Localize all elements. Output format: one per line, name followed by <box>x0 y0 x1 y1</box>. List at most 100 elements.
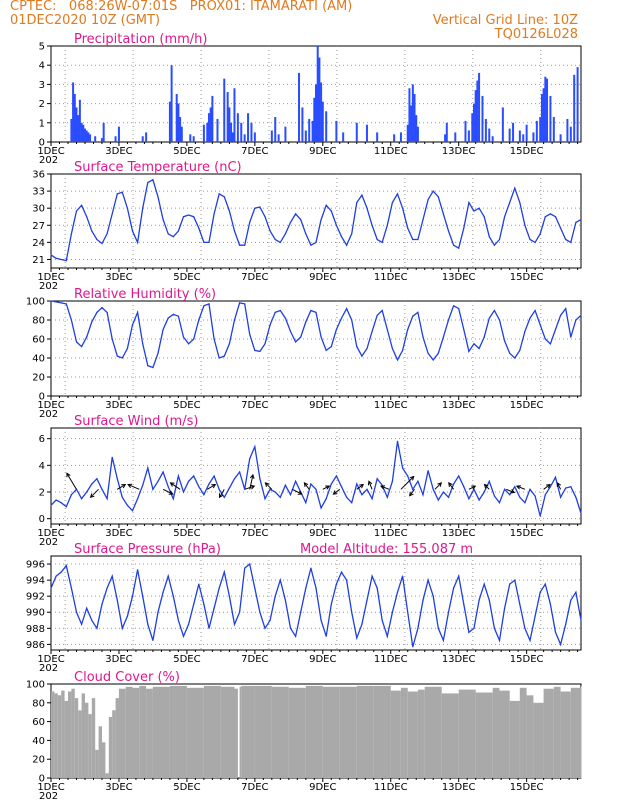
temp-point <box>167 233 169 235</box>
rh-ytick-label: 60 <box>32 335 45 346</box>
wind-arrow-head <box>409 491 414 497</box>
wind-point <box>203 494 205 496</box>
cloud-bar <box>322 686 340 778</box>
wind-point <box>519 496 521 498</box>
wind-point <box>422 494 424 496</box>
pressure-xtick-label: 9DEC <box>309 654 336 665</box>
precip-bar <box>410 105 413 142</box>
wind-point <box>188 480 190 482</box>
rh-point <box>147 365 149 367</box>
temp-point <box>300 219 302 221</box>
temp-point <box>172 236 174 238</box>
rh-point <box>376 314 378 316</box>
temp-point <box>182 216 185 218</box>
pressure-point <box>279 579 281 581</box>
cloud-year-label: 202 <box>39 791 58 800</box>
pressure-point <box>483 583 485 585</box>
pressure-point <box>539 591 541 593</box>
pressure-xtick-label: 5DEC <box>173 654 200 665</box>
wind-point <box>208 483 210 485</box>
rh-point <box>172 313 174 315</box>
rh-point <box>361 355 363 357</box>
pressure-point <box>254 587 256 589</box>
pressure-point <box>228 595 230 597</box>
rh-point <box>198 319 200 321</box>
rh-point <box>300 336 302 338</box>
temp-point <box>544 216 546 218</box>
pressure-point <box>315 587 317 589</box>
rh-point <box>381 309 383 312</box>
wind-point <box>254 446 256 448</box>
precip-bar <box>535 120 538 142</box>
temp-point <box>60 258 62 261</box>
rh-title: Relative Humidity (%) <box>74 287 216 302</box>
wind-arrow-head <box>325 485 331 490</box>
temp-point <box>575 221 577 223</box>
cloud-bar <box>203 685 221 778</box>
wind-point <box>504 488 506 490</box>
precip-bar <box>576 67 579 142</box>
precip-bar <box>240 122 243 142</box>
wind-arrow <box>556 482 562 490</box>
pressure-point <box>325 635 327 637</box>
precip-bar <box>223 78 226 142</box>
wind-arrow <box>543 484 551 490</box>
rh-point <box>453 305 455 307</box>
pressure-point <box>422 599 424 601</box>
cloud-bar <box>108 716 113 778</box>
wind-arrow-head <box>409 475 415 481</box>
pressure-xtick-label: 3DEC <box>105 654 132 665</box>
temp-point <box>560 227 562 229</box>
wind-point <box>101 488 103 490</box>
precip-bar <box>298 72 301 142</box>
wind-arrow-head <box>380 485 386 490</box>
pressure-point <box>346 579 348 581</box>
pressure-point <box>396 591 399 593</box>
cloud-bar <box>105 773 109 778</box>
precip-bar <box>464 120 467 142</box>
cloud-bar <box>492 687 500 778</box>
wind-point <box>264 498 266 500</box>
pressure-point <box>361 623 363 625</box>
cloud-bar <box>441 693 459 778</box>
wind-point <box>539 515 541 517</box>
precip-bar <box>315 84 317 142</box>
cloud-bar <box>533 702 544 778</box>
pressure-point <box>447 611 450 613</box>
rh-point <box>335 328 337 331</box>
wind-point <box>91 483 93 485</box>
rh-ytick-label: 100 <box>26 297 45 308</box>
wind-point <box>172 498 174 500</box>
temp-point <box>101 242 103 245</box>
precip-xtick-label: 11DEC <box>374 146 408 157</box>
pressure-year-label: 202 <box>39 663 58 674</box>
temp-point <box>218 193 220 195</box>
rh-point <box>50 300 52 302</box>
pressure-point <box>295 635 297 637</box>
cloud-xtick-label: 15DEC <box>510 782 544 793</box>
temp-title: Surface Temperature (nC) <box>74 160 242 175</box>
pressure-point <box>386 635 388 637</box>
precip-bar <box>355 122 358 142</box>
rh-point <box>351 319 353 321</box>
pressure-point <box>264 627 266 629</box>
wind-point <box>167 486 169 488</box>
pressure-point <box>208 627 210 629</box>
temp-point <box>177 230 179 232</box>
wind-point <box>580 512 582 514</box>
wind-point <box>427 470 429 472</box>
precip-ytick-label: 3 <box>39 80 45 91</box>
wind-arrow-head <box>66 472 71 478</box>
rh-point <box>101 307 103 309</box>
temp-point <box>320 219 322 221</box>
temp-point <box>580 219 582 221</box>
rh-point <box>396 359 399 361</box>
wind-title: Surface Wind (m/s) <box>74 414 198 429</box>
pressure-title: Surface Pressure (hPa) <box>74 542 221 557</box>
precip-bar <box>476 80 479 142</box>
cloud-bar <box>288 687 306 778</box>
wind-point <box>544 494 546 496</box>
temp-point <box>295 213 297 215</box>
precip-bar <box>549 95 552 142</box>
wind-point <box>560 496 562 498</box>
